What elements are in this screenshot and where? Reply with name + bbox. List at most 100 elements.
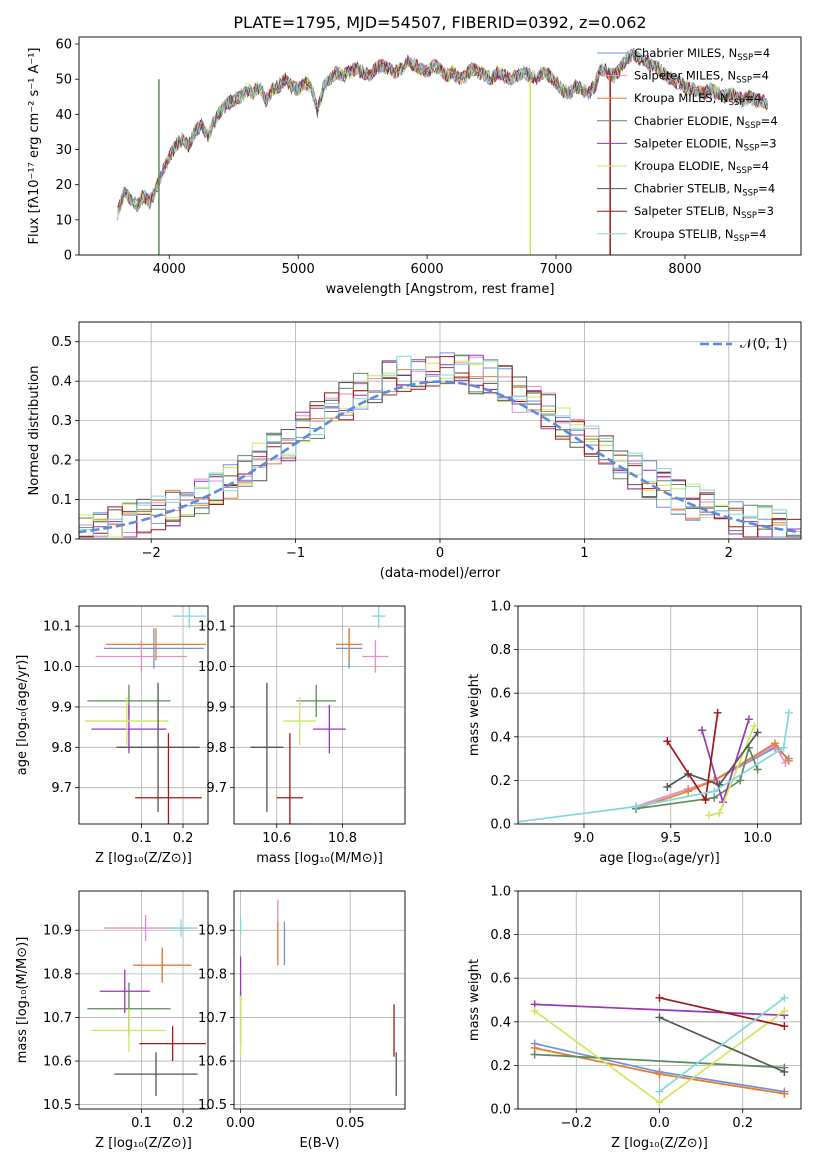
y-tick-label: 10.7 [43, 1011, 72, 1026]
legend-nssp-eq: = [757, 204, 767, 218]
legend-model-name: Kroupa MILES [634, 91, 713, 105]
weights-vs-age-axes [514, 605, 801, 828]
legend-model-name: Chabrier MILES [634, 46, 721, 60]
x-axis-label: Z [log₁₀(Z/Z⊙)] [95, 1136, 192, 1151]
x-tick-label: 8000 [668, 262, 701, 277]
x-axis-label: E(B-V) [299, 1136, 339, 1151]
legend-entry: Salpeter MILES, NSSP=4 [634, 69, 769, 86]
histogram-step [79, 352, 801, 538]
y-tick-label: 0.8 [490, 643, 511, 658]
y-tick-label: 60 [55, 38, 72, 53]
y-tick-label: 9.8 [206, 741, 227, 756]
x-tick-label: 10.0 [743, 831, 772, 846]
legend-model-name: Chabrier ELODIE [634, 114, 729, 128]
y-tick-label: 10 [55, 213, 72, 228]
mass-vs-EBV-points [239, 899, 397, 1096]
legend-entry: Salpeter ELODIE, NSSP=3 [634, 136, 777, 153]
x-axis-label: (data-model)/error [380, 566, 501, 581]
y-tick-label: 1.0 [490, 600, 511, 615]
y-tick-label: 10.5 [198, 1098, 227, 1113]
legend-entry: Kroupa ELODIE, NSSP=4 [634, 159, 769, 176]
weight-marker [655, 1013, 664, 1022]
y-tick-label: 0.3 [51, 414, 72, 429]
weight-marker [784, 708, 793, 717]
x-tick-label: 0 [436, 546, 444, 561]
legend-model-name: Salpeter MILES [634, 69, 720, 83]
legend-nssp-prefix: , N [718, 227, 734, 241]
legend-nssp-prefix: , N [726, 182, 742, 196]
weight-marker [780, 993, 789, 1002]
y-tick-label: 0.1 [51, 493, 72, 508]
age-vs-mass-points [250, 606, 389, 824]
y-axis-label: Flux [fλ10⁻¹⁷ erg cm⁻² s⁻¹ A⁻¹] [27, 48, 42, 245]
legend-nssp-eq: = [752, 159, 762, 173]
legend-nssp-eq: = [752, 69, 762, 83]
spectrum-series [117, 47, 769, 212]
weights-vs-age-axes-frame [517, 605, 802, 825]
legend-nssp-sub: SSP [736, 166, 752, 176]
y-tick-label: 1.0 [490, 885, 511, 900]
normal-curve [79, 380, 801, 534]
x-tick-label: 10.8 [328, 831, 357, 846]
chart-title: PLATE=1795, MJD=54507, FIBERID=0392, z=0… [233, 13, 646, 32]
weight-marker [698, 726, 707, 735]
histogram-step [79, 355, 801, 537]
weight-marker [715, 809, 724, 818]
x-axis-label: Z [log₁₀(Z/Z⊙)] [95, 851, 192, 866]
histogram-series [79, 352, 801, 538]
weight-marker [701, 796, 710, 805]
x-tick-label: 9.0 [574, 831, 595, 846]
x-tick-label: 7000 [539, 262, 572, 277]
y-tick-label: 9.9 [51, 700, 72, 715]
legend-nssp-prefix: , N [729, 114, 745, 128]
weights-vs-Z-axes [514, 890, 801, 1113]
y-tick-label: 10.1 [198, 620, 227, 635]
legend-entry: Chabrier MILES, NSSP=4 [634, 46, 770, 63]
legend-nssp-value: 4 [762, 159, 769, 173]
residuals-axes [75, 322, 801, 543]
spectrum-series [117, 49, 769, 215]
age-vs-Z-points [85, 606, 206, 824]
weight-marker [632, 802, 641, 811]
y-axis-label: mass weight [467, 959, 482, 1041]
x-tick-label: 0.00 [226, 1116, 255, 1131]
y-tick-label: 9.7 [206, 781, 227, 796]
weight-marker [655, 1087, 664, 1096]
x-tick-label: 0.2 [173, 831, 194, 846]
mass-vs-EBV-axes-frame [233, 890, 406, 1110]
legend-nssp-sub: SSP [737, 53, 753, 63]
legend-nssp-eq: = [753, 46, 763, 60]
mass-vs-Z-axes-frame [78, 890, 209, 1110]
x-tick-label: −1 [286, 546, 305, 561]
weight-marker [736, 776, 745, 785]
legend-nssp-sub: SSP [736, 76, 752, 86]
legend-entry: Kroupa MILES, NSSP=4 [634, 91, 761, 108]
legend-nssp-prefix: , N [728, 136, 744, 150]
age-vs-mass-axes-frame [233, 605, 406, 825]
legend-nssp-eq: = [749, 227, 759, 241]
weight-marker [753, 728, 762, 737]
legend-nssp-sub: SSP [742, 189, 758, 199]
weight-marker [518, 817, 522, 824]
x-tick-label: 10.6 [262, 831, 291, 846]
y-tick-label: 0.5 [51, 335, 72, 350]
y-tick-label: 10.6 [43, 1055, 72, 1070]
x-tick-label: 0.1 [131, 1116, 152, 1131]
y-axis-label: mass weight [467, 674, 482, 756]
y-tick-label: 10.5 [43, 1098, 72, 1113]
weight-marker [753, 765, 762, 774]
y-tick-label: 10.7 [198, 1011, 227, 1026]
legend-nssp-value: 4 [763, 46, 770, 60]
legend-nssp-sub: SSP [745, 121, 761, 131]
y-tick-label: 10.6 [198, 1055, 227, 1070]
age-vs-Z-axes [75, 606, 208, 828]
y-tick-label: 0.2 [490, 1059, 511, 1074]
y-tick-label: 10.8 [198, 967, 227, 982]
legend-nssp-eq: = [744, 91, 754, 105]
x-tick-label: 6000 [411, 262, 444, 277]
y-tick-label: 0.4 [490, 1015, 511, 1030]
legend-model-name: Kroupa ELODIE [634, 159, 720, 173]
legend-entry: Salpeter STELIB, NSSP=3 [634, 204, 774, 221]
weight-line [534, 1053, 785, 1069]
y-tick-label: 9.8 [51, 741, 72, 756]
